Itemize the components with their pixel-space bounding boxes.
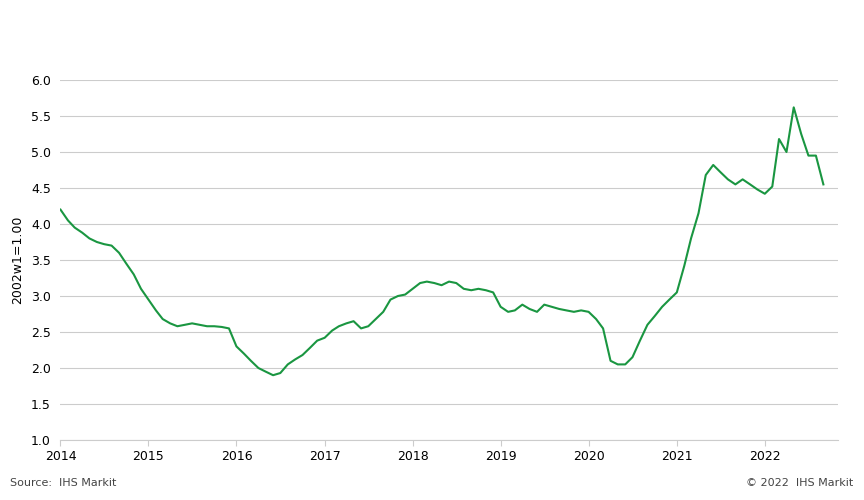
Text: IHS Markit Materials Price Index: IHS Markit Materials Price Index <box>10 29 365 48</box>
Y-axis label: 2002w1=1.00: 2002w1=1.00 <box>11 216 24 304</box>
Text: Source:  IHS Markit: Source: IHS Markit <box>10 478 117 488</box>
Text: © 2022  IHS Markit: © 2022 IHS Markit <box>746 478 854 488</box>
